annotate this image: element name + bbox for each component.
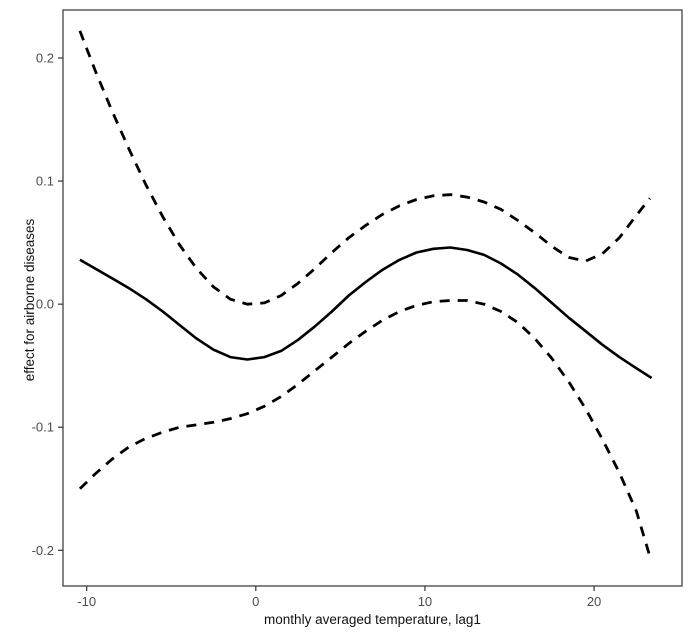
y-tick-label: -0.2 [32,543,54,558]
series-lines [78,30,653,557]
x-tick-label: 0 [252,594,259,609]
y-tick-label: -0.1 [32,420,54,435]
x-axis-title: monthly averaged temperature, lag1 [264,612,481,627]
lower-95ci-line [78,299,652,557]
estimate-line [79,246,653,380]
upper-95ci-line [78,30,651,306]
y-axis-ticks: 0.2 0.1 0.0 -0.1 -0.2 [32,51,63,558]
x-tick-label: -10 [77,594,96,609]
x-tick-label: 20 [587,594,601,609]
y-tick-label: 0.0 [36,297,54,312]
plot-panel-border [62,9,683,587]
y-tick-label: 0.2 [36,51,54,66]
x-tick-label: 10 [418,594,432,609]
y-tick-label: 0.1 [36,174,54,189]
x-axis-ticks: -10 0 10 20 [77,586,601,609]
y-axis-title: effect for airborne diseases [22,218,37,382]
